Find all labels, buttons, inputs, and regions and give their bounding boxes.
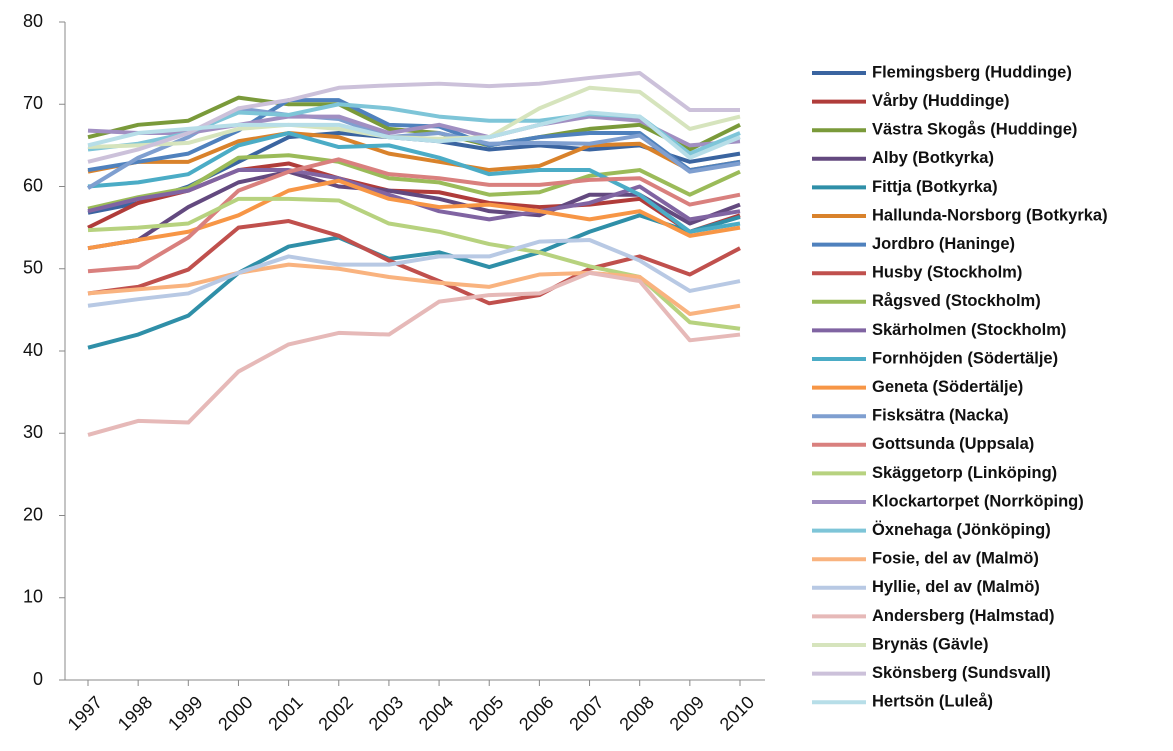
legend-label: Klockartorpet (Norrköping) bbox=[872, 492, 1084, 510]
series-line bbox=[87, 213, 741, 350]
legend-label: Fittja (Botkyrka) bbox=[872, 178, 998, 196]
legend-label: Jordbro (Haninge) bbox=[872, 235, 1015, 253]
y-tick-label: 70 bbox=[23, 93, 43, 113]
legend-label: Brynäs (Gävle) bbox=[872, 635, 988, 653]
legend-label: Vårby (Huddinge) bbox=[872, 92, 1010, 110]
legend-label: Skönsberg (Sundsvall) bbox=[872, 664, 1051, 682]
x-tick-label: 2009 bbox=[666, 692, 708, 734]
x-tick-label: 2003 bbox=[365, 692, 407, 734]
x-tick-label: 1997 bbox=[64, 692, 106, 734]
legend-label: Gottsunda (Uppsala) bbox=[872, 435, 1034, 453]
x-tick-label: 2005 bbox=[465, 692, 507, 734]
x-tick-label: 2000 bbox=[214, 692, 256, 734]
legend-label: Hyllie, del av (Malmö) bbox=[872, 578, 1040, 596]
legend-label: Hertsön (Luleå) bbox=[872, 693, 993, 711]
series-line bbox=[87, 110, 741, 160]
series-line bbox=[87, 98, 741, 173]
x-tick-label: 2004 bbox=[415, 692, 457, 734]
series-line bbox=[87, 157, 741, 274]
series-line bbox=[87, 153, 741, 211]
legend-label: Öxnehaga (Jönköping) bbox=[872, 520, 1051, 539]
series-line bbox=[87, 95, 741, 152]
y-tick-label: 40 bbox=[23, 340, 43, 360]
series-line bbox=[87, 237, 741, 308]
x-tick-label: 2008 bbox=[615, 692, 657, 734]
legend-label: Fornhöjden (Södertälje) bbox=[872, 349, 1058, 367]
legend-label: Alby (Botkyrka) bbox=[872, 149, 994, 167]
y-tick-label: 80 bbox=[23, 11, 43, 31]
series-line bbox=[87, 131, 741, 174]
y-tick-label: 60 bbox=[23, 175, 43, 195]
x-tick-label: 2001 bbox=[264, 692, 306, 734]
legend-label: Västra Skogås (Huddinge) bbox=[872, 121, 1077, 139]
legend-label: Skäggetorp (Linköping) bbox=[872, 464, 1057, 482]
y-tick-label: 20 bbox=[23, 504, 43, 524]
legend-label: Geneta (Södertälje) bbox=[872, 378, 1023, 396]
series-line bbox=[87, 262, 741, 316]
x-tick-label: 2007 bbox=[565, 692, 607, 734]
y-tick-label: 50 bbox=[23, 258, 43, 278]
x-tick-label: 2010 bbox=[716, 692, 758, 734]
legend-label: Flemingsberg (Huddinge) bbox=[872, 63, 1072, 81]
series-line bbox=[87, 270, 741, 437]
y-tick-label: 30 bbox=[23, 422, 43, 442]
x-tick-label: 1998 bbox=[114, 692, 156, 734]
series-line bbox=[87, 131, 741, 234]
x-tick-label: 2002 bbox=[314, 692, 356, 734]
series-line bbox=[87, 169, 741, 251]
x-tick-label: 2006 bbox=[515, 692, 557, 734]
legend-label: Husby (Stockholm) bbox=[872, 264, 1022, 282]
legend-label: Fisksätra (Nacka) bbox=[872, 407, 1009, 425]
legend-label: Andersberg (Halmstad) bbox=[872, 607, 1054, 625]
legend-label: Skärholmen (Stockholm) bbox=[872, 321, 1066, 339]
y-tick-label: 10 bbox=[23, 587, 43, 607]
x-tick-label: 1999 bbox=[164, 692, 206, 734]
y-tick-label: 0 bbox=[33, 669, 43, 689]
legend-label: Hallunda-Norsborg (Botkyrka) bbox=[872, 206, 1108, 224]
legend-label: Rågsved (Stockholm) bbox=[872, 292, 1041, 310]
legend-label: Fosie, del av (Malmö) bbox=[872, 550, 1039, 568]
